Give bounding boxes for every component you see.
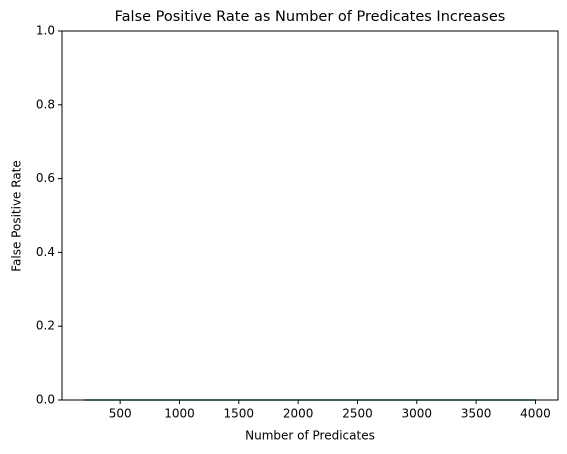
chart-title: False Positive Rate as Number of Predica… [115,9,506,25]
x-tick-label: 2500 [342,407,373,421]
x-tick-label: 4000 [520,407,551,421]
y-tick-label: 1.0 [36,24,55,38]
plot-frame [61,30,559,401]
y-tick-label: 0.4 [36,245,55,259]
y-axis-label: False Positive Rate [10,160,24,272]
y-tick-label: 0.0 [36,393,55,407]
x-tick-label: 1500 [224,407,255,421]
x-tick-label: 2000 [283,407,314,421]
x-tick-label: 500 [109,407,132,421]
x-tick-label: 3500 [461,407,492,421]
y-tick-label: 0.2 [36,319,55,333]
y-tick-label: 0.8 [36,97,55,111]
x-axis-label: Number of Predicates [245,429,375,443]
y-tick-label: 0.6 [36,171,55,185]
x-tick-label: 3000 [402,407,433,421]
x-tick-label: 1000 [164,407,195,421]
